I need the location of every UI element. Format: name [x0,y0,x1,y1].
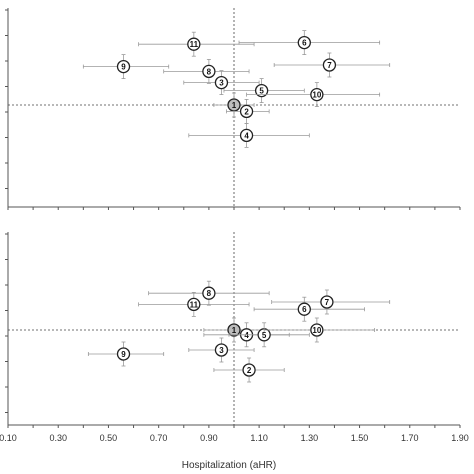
point-label: 4 [244,331,249,340]
point-label: 7 [325,298,330,307]
point-marker [239,128,254,143]
data-point-7: 7 [273,52,391,78]
data-point-4: 4 [188,123,310,148]
point-marker [202,286,216,300]
point-marker [310,87,324,102]
point-marker [116,347,131,361]
x-axis-title: Hospitalization (aHR) [182,460,276,471]
data-point-7: 7 [271,289,391,315]
point-label: 8 [207,67,212,76]
point-label: 6 [302,305,307,314]
point-label: 1 [232,101,237,110]
point-marker [187,37,201,51]
point-label: 5 [262,331,267,340]
data-point-8: 8 [163,59,250,84]
x-tick-labels: 0.10 0.30 0.50 0.70 0.90 1.10 1.30 1.50 1.70 1.90 [0,433,469,443]
point-label: 4 [244,131,249,140]
data-point-11: 11 [138,291,250,317]
data-point-9: 9 [87,341,165,367]
data-point-1: 1 [213,92,255,118]
data-point-8: 8 [148,280,270,306]
point-marker [214,75,229,90]
point-label: 10 [312,326,321,335]
x-tick-label: 1.30 [301,433,319,443]
point-label: 9 [121,63,126,72]
point-label: 10 [312,91,321,100]
point-marker [242,363,256,377]
point-marker [116,59,131,74]
point-marker [297,35,311,50]
point-label: 9 [121,350,126,359]
data-point-6: 6 [238,30,381,55]
data-point-5: 5 [228,322,310,348]
point-marker [297,302,311,316]
x-tick-label: 0.70 [150,433,168,443]
data-point-9: 9 [82,54,170,79]
point-label: 3 [219,346,224,355]
data-point-6: 6 [253,296,365,322]
point-label: 2 [244,107,249,116]
x-tick-label: 1.50 [351,433,369,443]
point-label: 2 [247,366,252,375]
data-point-11: 11 [138,31,255,57]
x-tick-label: 1.70 [401,433,419,443]
data-point-3: 3 [188,337,255,363]
point-label: 1 [232,326,237,335]
top-panel: 12 3 4 5 6 7 8 9 10 11 [5,8,461,210]
data-point-5: 5 [223,78,305,103]
point-label: 11 [190,40,199,49]
bottom-panel: 1 2 3 4 5 6 7 8 9 10 11 [5,232,461,428]
x-tick-label: 0.10 [0,433,17,443]
point-label: 5 [259,87,264,96]
x-tick-label: 1.10 [250,433,268,443]
point-marker [254,83,269,98]
point-marker [310,323,324,337]
point-label: 6 [302,39,307,48]
point-label: 7 [327,61,332,70]
data-point-10: 10 [263,317,376,343]
point-marker [320,295,334,309]
x-tick-label: 1.90 [451,433,469,443]
data-point-10: 10 [246,82,381,107]
point-label: 3 [219,79,224,88]
x-tick-label: 0.90 [200,433,218,443]
data-point-1: 1 [203,317,265,343]
point-marker [322,58,337,72]
point-marker [202,64,216,79]
data-point-2: 2 [213,357,285,383]
point-label: 8 [207,289,212,298]
data-point-3: 3 [183,70,260,95]
point-marker [227,323,241,337]
x-tick-label: 0.30 [49,433,67,443]
point-marker [239,104,254,119]
point-label: 11 [190,300,199,309]
x-tick-label: 0.50 [100,433,118,443]
point-marker [187,297,201,312]
point-marker [214,343,229,357]
